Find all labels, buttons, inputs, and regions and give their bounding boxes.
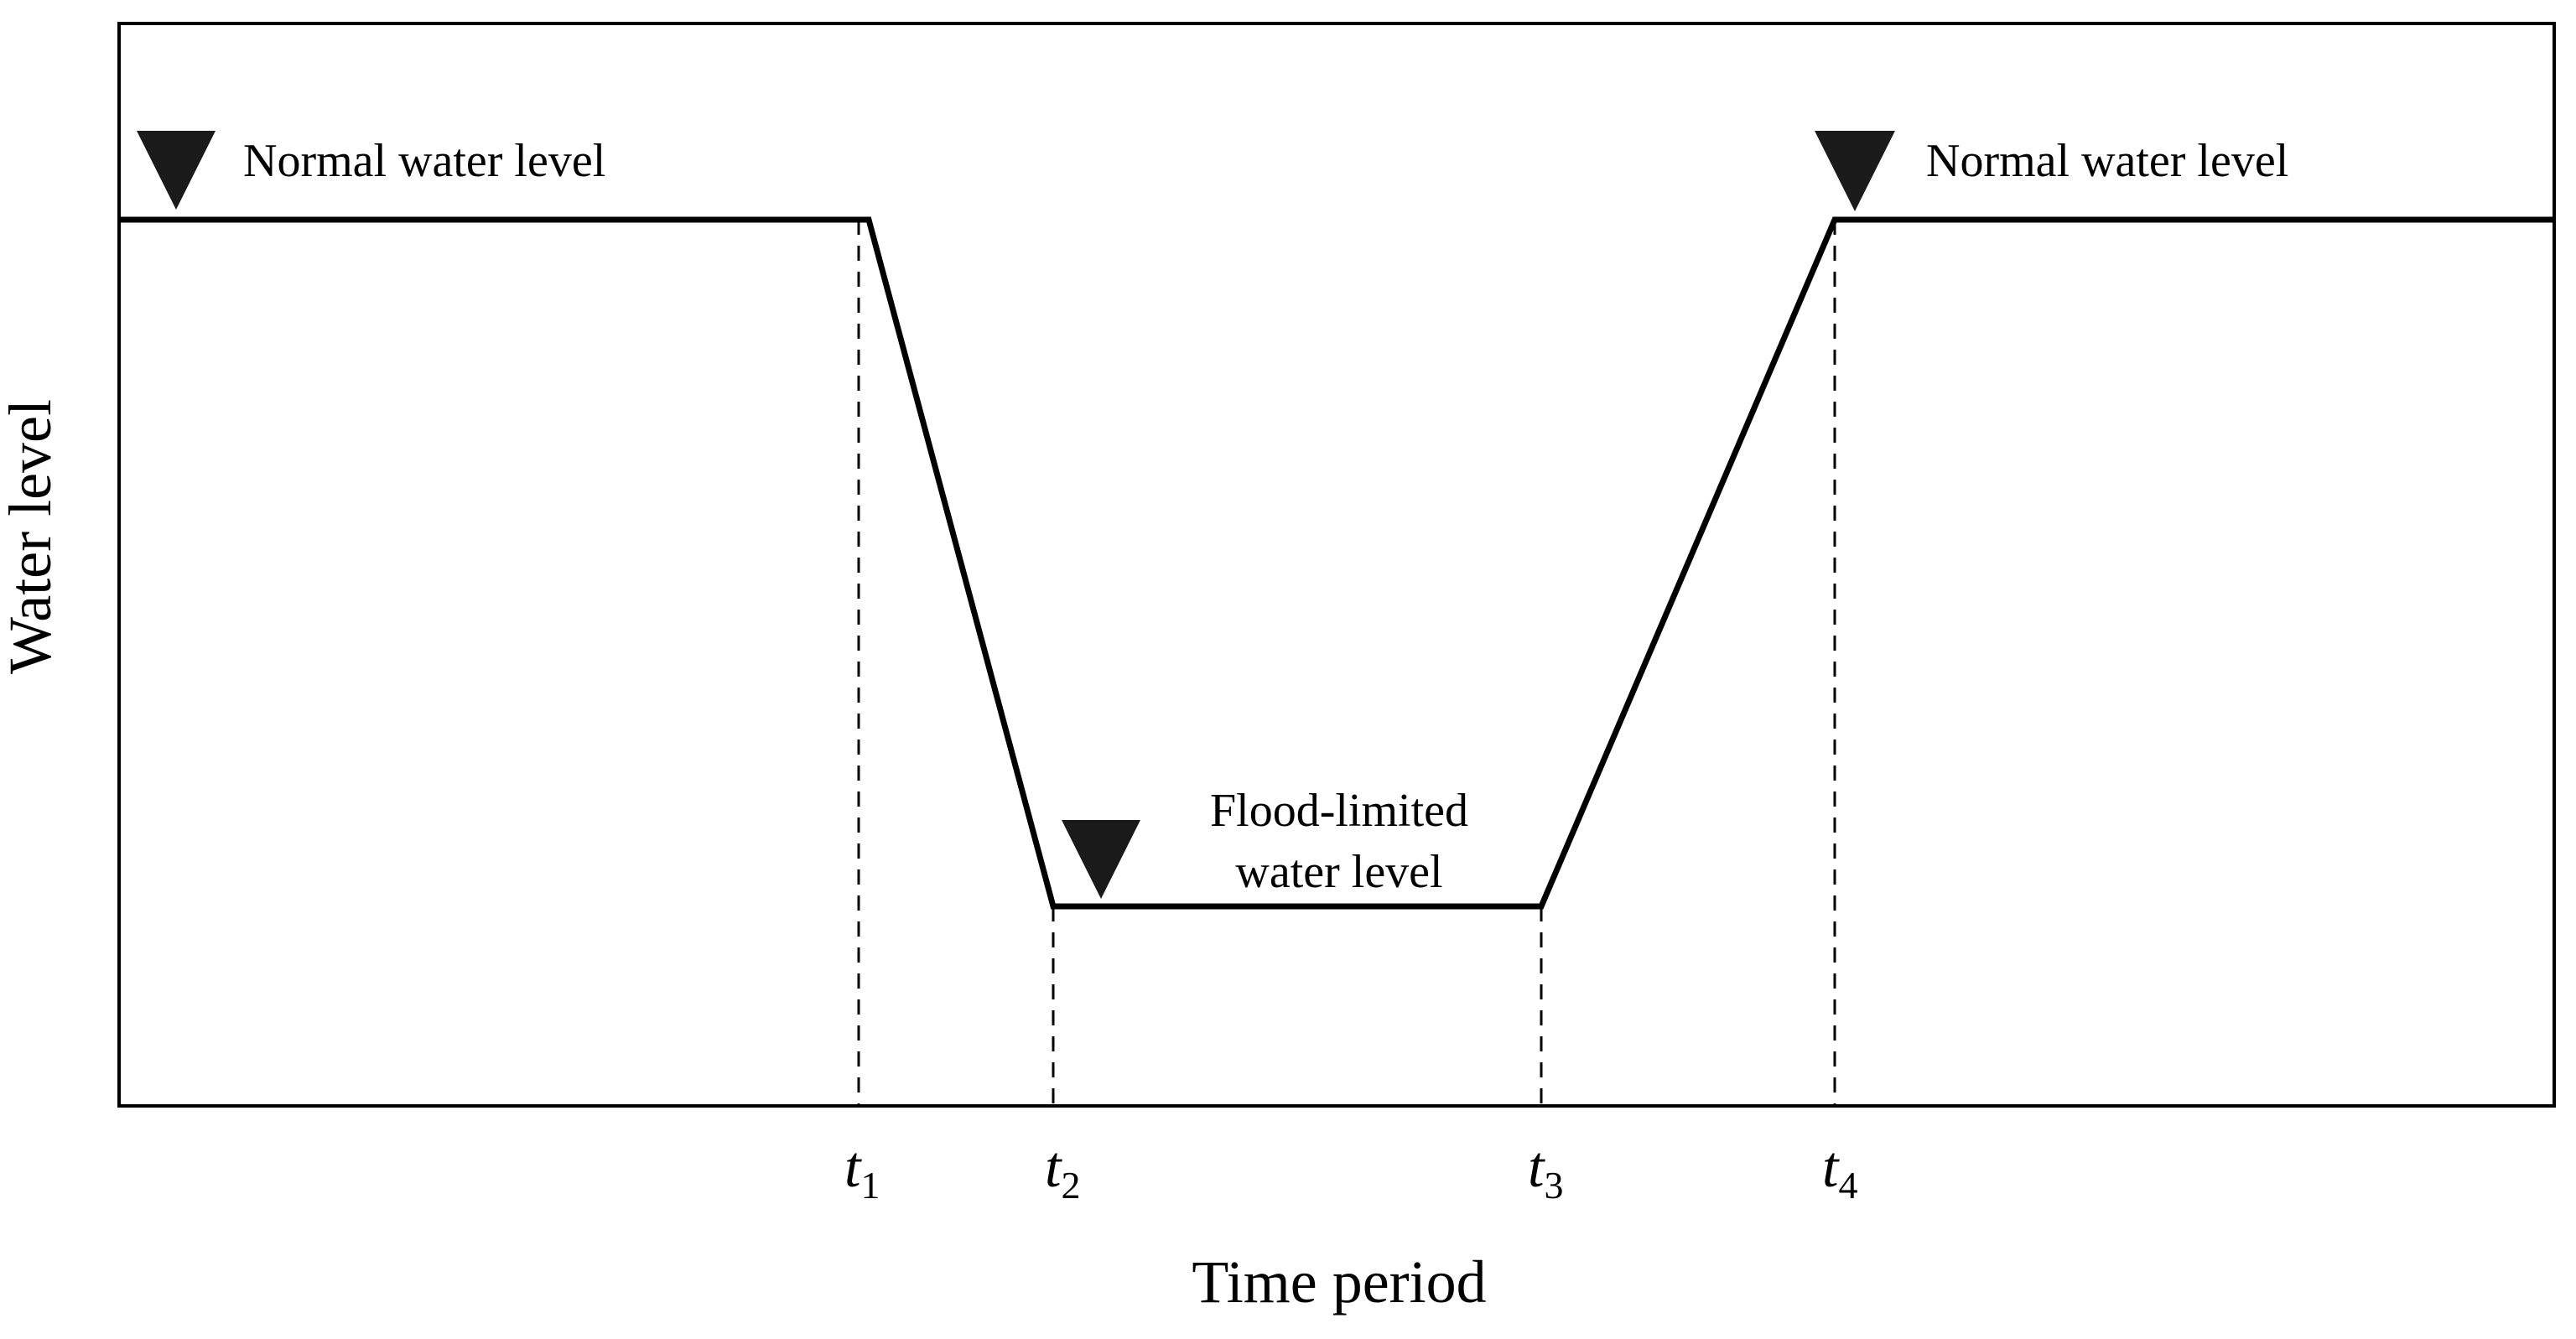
flood-limited-label-line2: water level <box>1235 846 1442 898</box>
tick-label-t1: t1 <box>844 1135 880 1207</box>
water-level-curve <box>119 216 2554 910</box>
normal-level-marker-left <box>137 131 216 210</box>
tick-label-t2: t2 <box>1045 1135 1080 1207</box>
normal-level-label-left: Normal water level <box>243 135 605 187</box>
y-axis-title: Water level <box>0 399 64 674</box>
plot-frame <box>117 22 2556 1108</box>
flood-limited-label-line1: Flood-limited <box>1210 785 1468 837</box>
normal-level-marker-right <box>1815 131 1895 211</box>
flood-limited-level-marker <box>1062 820 1140 899</box>
tick-label-t4: t4 <box>1822 1135 1857 1207</box>
tick-label-t3: t3 <box>1528 1135 1563 1207</box>
x-axis-title: Time period <box>1192 1248 1486 1316</box>
normal-level-label-right: Normal water level <box>1926 135 2288 187</box>
